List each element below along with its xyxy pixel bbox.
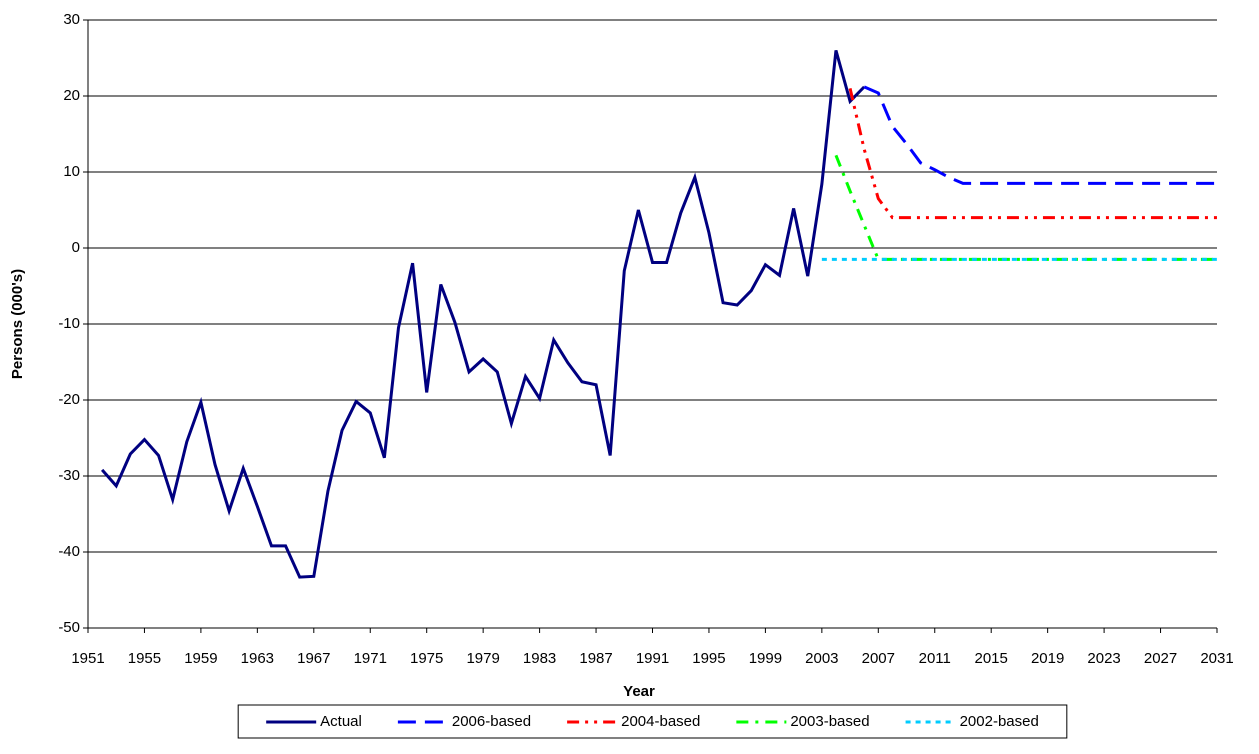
- x-tick-label: 2023: [1087, 650, 1120, 667]
- y-tick-label: 10: [63, 163, 80, 180]
- series-line: [834, 154, 1217, 261]
- x-tick-label: 1951: [71, 650, 104, 667]
- x-tick-label: 1991: [636, 650, 669, 667]
- y-tick-label: -50: [58, 619, 80, 636]
- y-tick-label: -40: [58, 543, 80, 560]
- y-tick-label: 30: [63, 11, 80, 28]
- y-axis-label: Persons (000's): [9, 269, 26, 379]
- x-tick-label: 1999: [749, 650, 782, 667]
- x-tick-label: 1971: [354, 650, 387, 667]
- x-tick-label: 2015: [975, 650, 1008, 667]
- series-line: [848, 88, 1217, 220]
- y-tick-label: 0: [72, 239, 80, 256]
- x-tick-label: 1975: [410, 650, 443, 667]
- y-tick-label: -10: [58, 315, 80, 332]
- series-line: [100, 49, 866, 579]
- x-tick-label: 2003: [805, 650, 838, 667]
- legend-label: Actual: [320, 713, 362, 730]
- legend-label: 2002-based: [960, 713, 1039, 730]
- x-tick-label: 2007: [862, 650, 895, 667]
- series-line: [863, 85, 1217, 185]
- x-tick-label: 2019: [1031, 650, 1064, 667]
- y-tick-label: -30: [58, 467, 80, 484]
- x-tick-label: 1983: [523, 650, 556, 667]
- x-tick-label: 2031: [1200, 650, 1233, 667]
- y-tick-label: 20: [63, 87, 80, 104]
- x-tick-label: 2027: [1144, 650, 1177, 667]
- x-tick-label: 2011: [919, 650, 951, 667]
- x-tick-label: 1995: [692, 650, 725, 667]
- x-axis-label: Year: [623, 683, 655, 700]
- legend-label: 2003-based: [790, 713, 869, 730]
- x-tick-label: 1987: [579, 650, 612, 667]
- legend-label: 2004-based: [621, 713, 700, 730]
- x-tick-label: 1979: [466, 650, 499, 667]
- y-tick-label: -20: [58, 391, 80, 408]
- x-tick-label: 1959: [184, 650, 217, 667]
- x-tick-label: 1955: [128, 650, 161, 667]
- x-tick-label: 1967: [297, 650, 330, 667]
- x-tick-label: 1963: [241, 650, 274, 667]
- legend-label: 2006-based: [452, 713, 531, 730]
